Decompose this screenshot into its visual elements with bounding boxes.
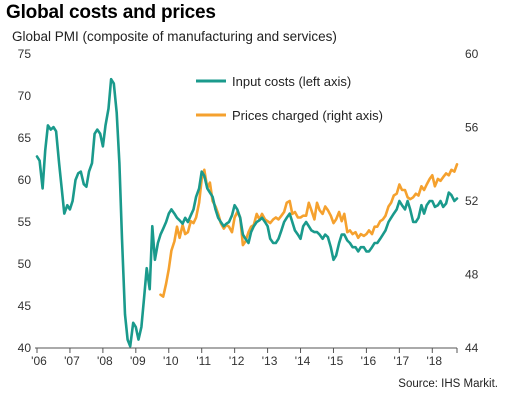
series-lines <box>35 77 459 348</box>
x-axis: '06 '07 '08 '09 '10 '11 '12 '13 '14 '15 '16 '17 '18 <box>31 347 458 368</box>
legend: Input costs (left axis) Prices charged (r… <box>196 74 383 123</box>
right-axis: 44 48 52 56 60 <box>465 47 479 355</box>
left-axis: 40 45 50 55 60 65 70 75 <box>18 47 32 355</box>
y-right-tick-label: 48 <box>465 268 479 282</box>
x-tick-label: '06 <box>31 354 47 368</box>
x-tick-label: '10 <box>163 354 179 368</box>
x-tick-label: '07 <box>64 354 80 368</box>
x-tick-label: '17 <box>394 354 410 368</box>
y-left-tick-label: 65 <box>18 131 32 145</box>
y-left-tick-label: 60 <box>18 173 32 187</box>
legend-label: Input costs (left axis) <box>232 74 351 89</box>
x-tick-label: '18 <box>426 354 442 368</box>
y-left-tick-label: 45 <box>18 299 32 313</box>
y-right-tick-label: 56 <box>465 121 479 135</box>
y-left-tick-label: 70 <box>18 89 32 103</box>
x-tick-label: '13 <box>262 354 278 368</box>
y-right-tick-label: 44 <box>465 341 479 355</box>
y-right-tick-label: 60 <box>465 47 479 61</box>
x-tick-label: '08 <box>97 354 113 368</box>
x-tick-label: '12 <box>229 354 245 368</box>
y-left-tick-label: 40 <box>18 341 32 355</box>
input-costs-line <box>35 77 459 348</box>
prices-charged-line <box>159 163 459 298</box>
y-left-tick-label: 55 <box>18 215 32 229</box>
legend-label: Prices charged (right axis) <box>232 108 383 123</box>
x-tick-label: '16 <box>361 354 377 368</box>
y-right-tick-label: 52 <box>465 194 479 208</box>
x-tick-label: '15 <box>328 354 344 368</box>
x-tick-label: '09 <box>130 354 146 368</box>
y-left-tick-label: 50 <box>18 257 32 271</box>
source-note: Source: IHS Markit. <box>398 378 498 390</box>
x-tick-label: '11 <box>196 354 211 368</box>
y-left-tick-label: 75 <box>18 47 32 61</box>
x-tick-label: '14 <box>295 354 311 368</box>
chart-title: Global costs and prices <box>6 2 216 23</box>
chart-subtitle: Global PMI (composite of manufacturing a… <box>12 29 337 44</box>
